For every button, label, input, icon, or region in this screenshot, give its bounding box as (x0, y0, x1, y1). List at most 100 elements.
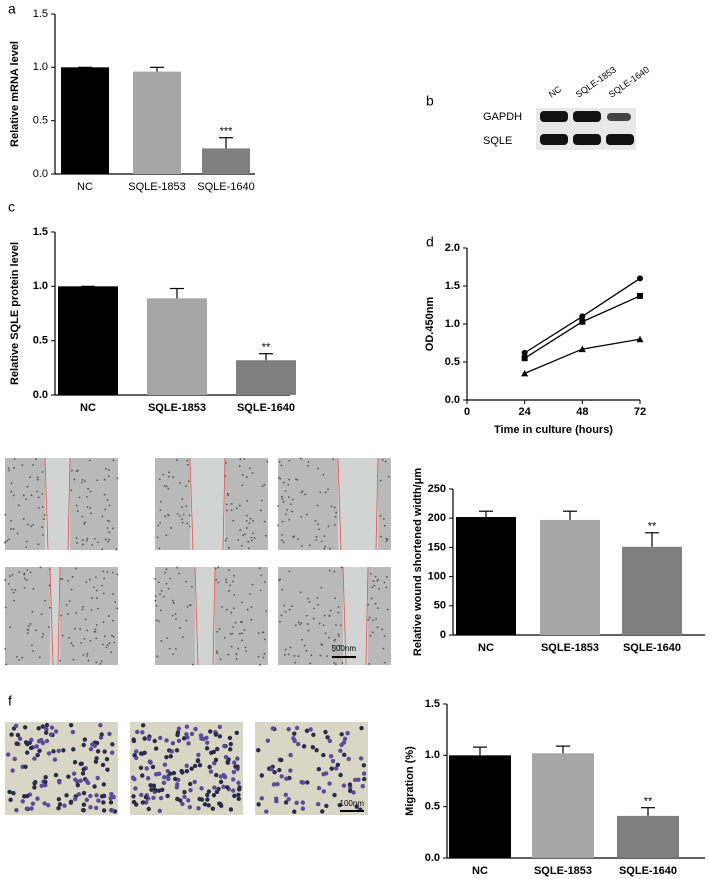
cell (300, 806, 306, 811)
cell (17, 736, 23, 741)
cell (361, 763, 367, 768)
cell (10, 768, 15, 773)
cell (105, 467, 107, 470)
y-tick-label: 0.0 (425, 852, 440, 864)
cell (14, 589, 17, 591)
cell (358, 756, 364, 761)
cell (223, 754, 229, 760)
cell (328, 569, 331, 572)
cell (369, 572, 372, 575)
cell (241, 639, 243, 642)
cell (108, 642, 111, 645)
cell (46, 803, 51, 808)
cell (324, 545, 327, 548)
scale-bar-label: 100nm (340, 799, 365, 808)
cell (383, 635, 386, 638)
cell (25, 498, 28, 500)
cell (297, 621, 300, 624)
bar (236, 360, 296, 395)
cell (5, 752, 11, 757)
cell (72, 759, 78, 765)
cell (296, 479, 299, 481)
cell (113, 641, 115, 644)
cell (252, 532, 254, 535)
cell (288, 459, 291, 462)
cell (245, 650, 248, 652)
cell (46, 751, 52, 756)
cell (163, 595, 165, 598)
cell (264, 638, 266, 641)
cell (95, 576, 97, 579)
cell (230, 645, 233, 648)
cell (382, 518, 385, 520)
cell (225, 581, 228, 584)
cell (281, 495, 283, 498)
cell (159, 593, 161, 596)
cell (170, 527, 172, 529)
cell (87, 487, 89, 490)
cell (172, 602, 175, 604)
cell (25, 546, 28, 549)
cell (135, 729, 140, 735)
cell (187, 781, 193, 787)
cell (95, 624, 98, 626)
cell (225, 461, 227, 464)
cell (210, 806, 216, 811)
cell (189, 731, 195, 737)
cell (217, 566, 220, 569)
cell (367, 618, 370, 621)
cell (334, 597, 337, 600)
cell (15, 655, 18, 658)
cell (107, 469, 110, 471)
cell (168, 647, 171, 650)
cell (13, 599, 15, 602)
cell (164, 738, 169, 743)
cell (76, 510, 79, 513)
cell (222, 743, 227, 749)
cell (277, 505, 279, 507)
cell (157, 581, 160, 584)
cell (308, 600, 311, 603)
cell (307, 460, 310, 463)
cell (99, 732, 104, 737)
cell (71, 469, 73, 472)
cell (328, 753, 334, 759)
cell (186, 463, 189, 466)
cell (259, 796, 264, 801)
cell (372, 580, 375, 582)
cell (212, 761, 217, 766)
cell (82, 737, 88, 742)
cell (102, 621, 105, 624)
cell (81, 479, 84, 481)
cell (106, 527, 109, 529)
cell (291, 736, 296, 741)
x-tick-label: SQLE-1853 (541, 642, 599, 654)
panel-label: b (426, 93, 434, 109)
cell (30, 525, 33, 528)
cell (176, 566, 178, 569)
cell (52, 757, 58, 762)
cell (43, 779, 48, 785)
x-tick-label: SQLE-1853 (534, 865, 592, 877)
cell (237, 539, 240, 541)
cell (326, 655, 329, 658)
cell (376, 579, 379, 582)
cell (362, 776, 367, 782)
cell (75, 537, 78, 540)
cell (181, 736, 187, 741)
cell (57, 802, 63, 807)
cell (98, 723, 103, 728)
cell (86, 506, 89, 508)
cell (56, 748, 61, 754)
cell (158, 547, 161, 550)
cell (107, 540, 109, 543)
cell (30, 801, 36, 806)
cell (21, 464, 24, 467)
cell (321, 771, 326, 777)
cell (205, 797, 210, 802)
bar (532, 753, 594, 858)
cell (333, 506, 336, 509)
cell (144, 766, 149, 771)
y-tick-label: 50 (434, 600, 446, 612)
cell (7, 467, 10, 470)
